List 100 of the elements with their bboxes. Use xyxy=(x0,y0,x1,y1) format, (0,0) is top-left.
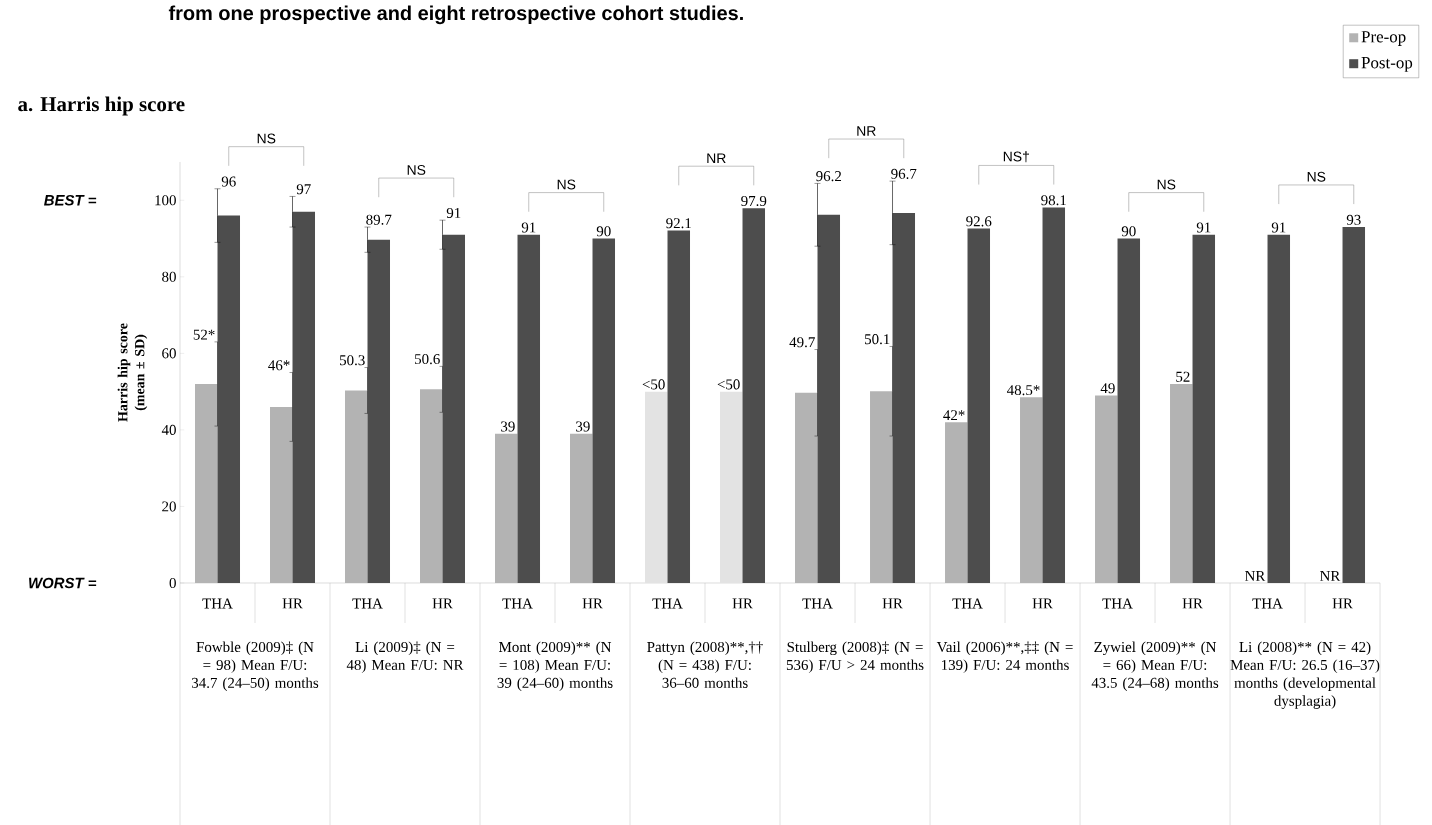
x-tick-label: THA xyxy=(1252,598,1283,609)
annotation: NS† xyxy=(1003,151,1029,163)
bar xyxy=(892,212,916,583)
bar xyxy=(292,211,316,583)
bar xyxy=(795,392,818,583)
x-tick-label: HR xyxy=(432,598,453,609)
text: NR xyxy=(857,126,876,136)
text: Zywiel (2009)** (N = 66) Mean F/U: 43.5 (24–68) months xyxy=(1091,641,1219,691)
data-label: 50.1 xyxy=(865,334,890,345)
bar xyxy=(1342,227,1366,583)
x-tick-label: HR xyxy=(582,598,603,609)
bar xyxy=(270,406,293,583)
data-label: 96.2 xyxy=(816,171,842,182)
x-tick-label: HR xyxy=(732,598,753,609)
bar xyxy=(420,389,443,583)
x-tick-label: THA xyxy=(202,598,233,609)
bar xyxy=(495,433,518,583)
annotation: NS xyxy=(1307,171,1326,182)
x-tick-label: THA xyxy=(802,598,833,609)
bar xyxy=(1192,234,1216,583)
text: NR xyxy=(1245,571,1266,581)
data-label: 39 xyxy=(501,421,515,432)
data-label: 97.9 xyxy=(741,196,767,207)
bar xyxy=(667,230,691,583)
bar xyxy=(720,391,743,583)
bar xyxy=(367,239,391,583)
annotation: NS xyxy=(407,164,426,175)
bar xyxy=(967,228,991,583)
bar xyxy=(1095,395,1118,583)
bar xyxy=(217,215,240,583)
data-label: 50.6 xyxy=(415,354,440,365)
bar xyxy=(1170,383,1193,583)
data-label: 52* xyxy=(193,329,215,340)
y-tick-label: 40 xyxy=(161,424,176,435)
x-tick-label: THA xyxy=(352,598,383,609)
text: Pattyn (2008)**,†† (N = 438) F/U: 36–60 months xyxy=(647,641,763,688)
data-label: 93 xyxy=(1346,214,1361,225)
data-label: 97 xyxy=(296,184,311,195)
data-label: 46* xyxy=(268,360,290,371)
bar xyxy=(645,391,668,583)
text: Vail (2006)**,‡‡ (N = 139) F/U: 24 months xyxy=(936,641,1073,674)
data-label: 90 xyxy=(1121,226,1136,237)
bar xyxy=(817,214,841,583)
data-label: 91 xyxy=(446,207,461,218)
text: Stulberg (2008)‡ (N = 536) F/U > 24 months xyxy=(786,641,924,674)
data-label: 89.7 xyxy=(366,214,392,225)
text: Fowble (2009)‡ (N = 98) Mean F/U: 34.7 (24–50) months xyxy=(192,641,319,691)
chart-subtitle: a. Harris hip score xyxy=(18,96,185,116)
bar xyxy=(1117,238,1141,583)
y-tick-label: 20 xyxy=(162,501,176,512)
text: Mont (2009)** (N = 108) Mean F/U: 39 (24–60) months xyxy=(497,641,613,691)
data-label: <50 xyxy=(642,379,665,390)
x-tick-label: HR xyxy=(1182,598,1203,609)
x-tick-label: THA xyxy=(652,598,683,609)
legend-label: Pre-op xyxy=(1361,31,1406,46)
text: NR xyxy=(1320,571,1341,581)
data-label: 90 xyxy=(596,226,611,237)
annotation: NS xyxy=(557,179,576,190)
bar xyxy=(195,383,218,583)
bar xyxy=(442,234,466,583)
data-label: 49 xyxy=(1100,383,1115,394)
data-label: 98.1 xyxy=(1041,195,1066,206)
x-tick-label: HR xyxy=(1032,598,1053,609)
y-tick-label: 0 xyxy=(169,577,176,589)
data-label: 91 xyxy=(1271,222,1286,233)
text: NS xyxy=(257,133,276,144)
y-tick-label: 60 xyxy=(162,348,176,359)
bar xyxy=(1267,234,1291,583)
data-label: 92.1 xyxy=(666,218,691,229)
text: Li (2008)** (N = 42) Mean F/U: 26.5 (16–37) months (developmental dysplagia) xyxy=(1230,641,1380,709)
bar xyxy=(345,390,368,583)
y-tick-label: 80 xyxy=(162,271,176,282)
bar xyxy=(1042,207,1066,583)
bar xyxy=(592,238,616,583)
data-label: 48.5* xyxy=(1006,385,1040,396)
data-label: 96.7 xyxy=(891,168,917,179)
x-tick-label: HR xyxy=(1332,598,1353,609)
bar xyxy=(870,391,893,583)
bar xyxy=(742,208,766,583)
data-label: 92.6 xyxy=(966,216,992,227)
data-label: 39 xyxy=(576,421,590,432)
data-label: 96 xyxy=(221,176,236,187)
y-axis-title: Harris hip score (mean ± SD) xyxy=(117,323,148,422)
legend-label: Post-op xyxy=(1361,57,1413,72)
x-tick-label: THA xyxy=(952,598,983,609)
text: BEST = xyxy=(44,194,97,206)
bar xyxy=(1020,397,1043,583)
data-label: 91 xyxy=(1196,222,1211,233)
data-label: 42* xyxy=(943,410,965,421)
data-label: <50 xyxy=(717,379,740,390)
annotation: NR xyxy=(707,153,726,163)
x-tick-label: THA xyxy=(1102,598,1133,609)
x-tick-label: THA xyxy=(502,598,533,609)
data-label: 50.3 xyxy=(340,355,365,366)
x-tick-label: HR xyxy=(282,598,303,609)
x-tick-label: HR xyxy=(882,598,903,609)
data-label: 91 xyxy=(521,222,536,233)
text: WORST = xyxy=(29,577,97,589)
annotation: NS xyxy=(1157,179,1176,190)
text: Li (2009)‡ (N = 48) Mean F/U: NR xyxy=(346,641,464,674)
